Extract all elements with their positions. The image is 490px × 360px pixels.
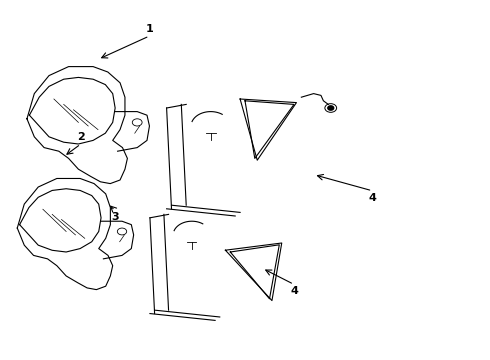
Text: 2: 2	[77, 132, 85, 142]
Circle shape	[328, 106, 334, 110]
Text: 4: 4	[290, 286, 298, 296]
Text: 3: 3	[111, 212, 119, 222]
Text: 1: 1	[146, 24, 153, 34]
Text: 4: 4	[368, 193, 376, 203]
